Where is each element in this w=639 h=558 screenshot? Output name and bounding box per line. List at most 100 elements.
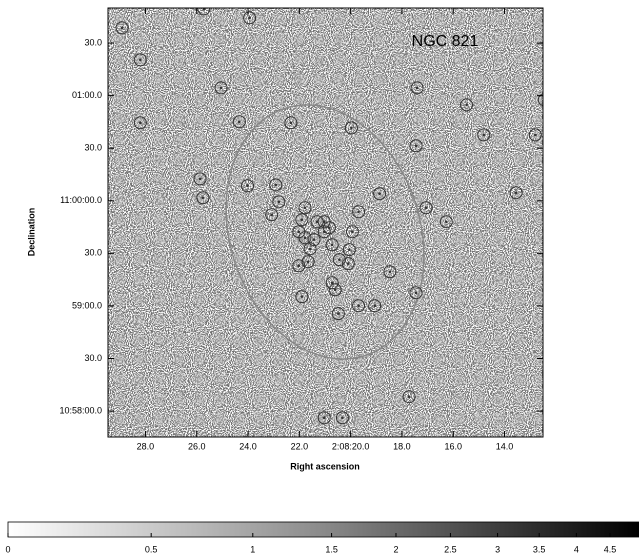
x-tick-label: 14.0	[496, 441, 514, 451]
source-circle	[460, 98, 474, 112]
y-tick-label: 10:58:00.0	[59, 405, 102, 415]
source-dot	[297, 230, 301, 234]
source-dot	[202, 8, 206, 11]
source-circle	[307, 233, 321, 247]
source-dot	[270, 213, 273, 217]
source-circle	[373, 187, 387, 201]
source-dot	[357, 304, 360, 308]
source-circle	[477, 128, 491, 142]
source-dot	[338, 258, 341, 261]
colorbar-tick-label: 0.5	[145, 544, 158, 554]
y-axis-label: Declination	[26, 208, 36, 257]
source-dot	[303, 236, 307, 240]
source-circle	[345, 225, 359, 239]
source-circle	[325, 238, 339, 252]
sources	[115, 8, 543, 425]
colorbar	[7, 521, 639, 538]
source-circle	[298, 201, 312, 215]
source-circle	[352, 299, 366, 313]
source-dot	[238, 120, 241, 124]
source-circle	[133, 53, 147, 67]
x-tick-label: 28.0	[137, 441, 155, 451]
source-dot	[330, 243, 334, 247]
source-circle	[243, 11, 257, 25]
source-circle	[419, 201, 433, 215]
source-dot	[337, 312, 340, 315]
source-dot	[315, 220, 319, 224]
source-circle	[383, 265, 397, 279]
source-circle	[301, 255, 315, 269]
image-noise	[108, 8, 543, 437]
source-circle	[265, 208, 279, 222]
colorbar-tick-label: 3	[495, 544, 500, 554]
source-circle	[295, 290, 309, 304]
source-circle	[439, 215, 453, 229]
source-circle	[298, 231, 312, 245]
source-circle	[344, 121, 358, 135]
source-dot	[341, 416, 344, 420]
colorbar-tick-label: 4	[574, 544, 579, 554]
source-circle	[317, 411, 331, 425]
source-circle	[332, 253, 346, 267]
source-circle	[410, 81, 424, 95]
source-dot	[277, 200, 281, 204]
source-circle	[352, 205, 366, 219]
source-circle	[342, 243, 356, 257]
source-dot	[350, 126, 353, 130]
x-tick-label: 16.0	[444, 441, 462, 451]
colorbar-tick-label: 0	[5, 544, 10, 554]
source-dot	[274, 183, 278, 187]
source-dot	[357, 210, 360, 214]
source-circle	[331, 307, 345, 321]
y-tick-label: 01:00.0	[72, 90, 102, 100]
source-circle	[509, 186, 523, 200]
source-circle	[197, 8, 211, 16]
x-tick-label: 22.0	[291, 441, 309, 451]
source-circle	[269, 178, 283, 192]
source-dot	[300, 218, 304, 221]
source-circle	[368, 299, 382, 313]
source-dot	[414, 291, 418, 295]
source-dot	[246, 184, 249, 187]
source-dot	[378, 192, 381, 196]
source-circle	[328, 283, 342, 297]
source-circle	[214, 81, 228, 95]
source-dot	[333, 288, 337, 292]
source-circle	[322, 221, 336, 235]
source-circle	[409, 139, 423, 153]
source-circle	[232, 115, 246, 129]
colorbar-tick-label: 2.5	[444, 544, 457, 554]
source-dot	[482, 133, 486, 137]
source-dot	[414, 144, 418, 148]
source-dot	[373, 304, 377, 308]
source-circle	[115, 21, 129, 35]
chart-title: NGC 821	[412, 33, 479, 50]
y-tick-label: 11:00:00.0	[60, 195, 102, 205]
source-circle	[303, 242, 317, 256]
source-dot	[120, 26, 124, 30]
source-circle	[402, 390, 416, 404]
source-dot	[139, 121, 142, 125]
x-tick-label: 2:08:20.0	[332, 441, 370, 451]
source-dot	[424, 206, 428, 210]
frame	[107, 7, 544, 438]
source-dot	[297, 264, 301, 268]
source-circle	[537, 93, 543, 107]
colorbar-tick-label: 1	[250, 544, 255, 554]
source-dot	[303, 206, 307, 210]
colorbar-tick-label: 3.5	[533, 544, 546, 554]
source-circle	[292, 259, 306, 273]
y-tick-label: 30.0	[84, 37, 102, 47]
x-tick-label: 18.0	[393, 441, 411, 451]
y-tick-label: 30.0	[84, 248, 102, 258]
source-circle	[325, 276, 339, 290]
source-circle	[295, 213, 309, 227]
galaxy-ellipse	[225, 104, 425, 360]
source-circle	[335, 411, 349, 425]
x-axis-label: Right ascension	[290, 461, 360, 471]
source-circle	[272, 195, 286, 209]
source-dot	[348, 248, 351, 251]
source-circle	[528, 128, 542, 142]
source-dot	[198, 177, 202, 181]
